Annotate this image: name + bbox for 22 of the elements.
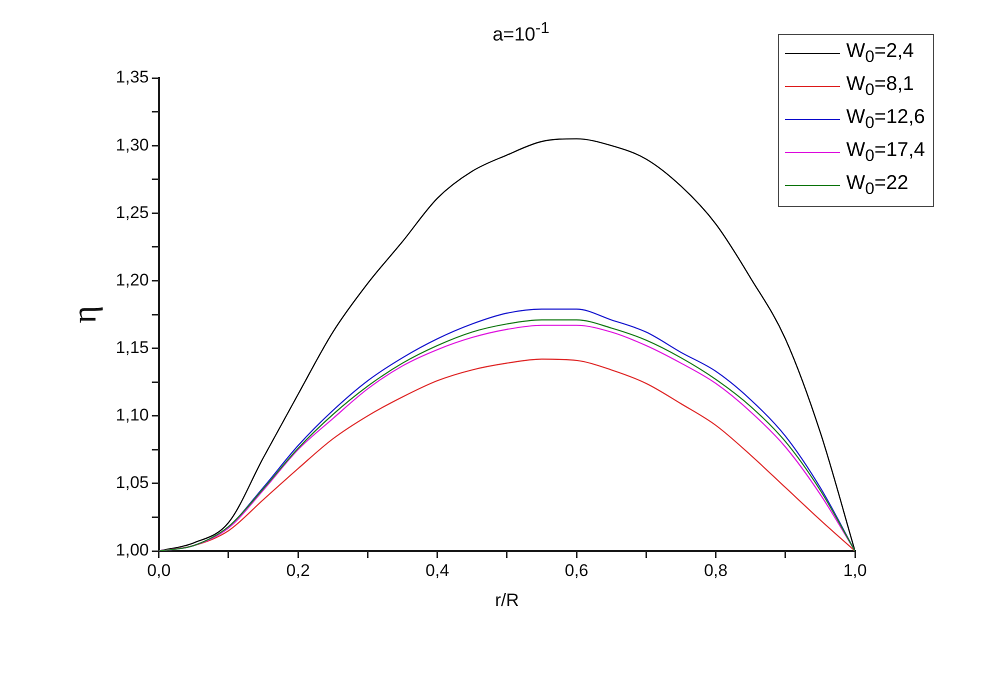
y-tick-label: 1,10 (116, 406, 149, 425)
x-tick-label: 0,4 (426, 560, 450, 580)
x-tick-label: 0,2 (286, 560, 310, 580)
y-axis-title: η (66, 306, 104, 324)
x-tick-label: 0,6 (564, 560, 588, 580)
y-tick-label: 1,35 (116, 68, 149, 87)
x-tick-label: 0,0 (147, 560, 171, 580)
x-tick-label: 0,8 (704, 560, 728, 580)
legend-label: W$_{0}$=17,4 (846, 139, 925, 166)
y-tick-label: 1,30 (116, 135, 149, 154)
legend-label: W$_{0}$=8,1 (846, 73, 914, 100)
y-tick-label: 1,05 (116, 473, 149, 492)
chart-title: a=10$^{-1}$ (492, 20, 550, 46)
legend-label: W$_{0}$=2,4 (846, 40, 914, 67)
y-tick-label: 1,20 (116, 270, 149, 290)
y-tick-label: 1,00 (116, 540, 149, 560)
y-tick-label: 1,25 (116, 202, 149, 222)
y-tick-label: 1,15 (116, 338, 149, 357)
x-axis-title: r/R (494, 590, 519, 610)
x-tick-label: 1,0 (843, 560, 867, 580)
legend-label: W$_{0}$=12,6 (846, 106, 925, 133)
legend-label: W$_{0}$=22 (846, 172, 908, 199)
